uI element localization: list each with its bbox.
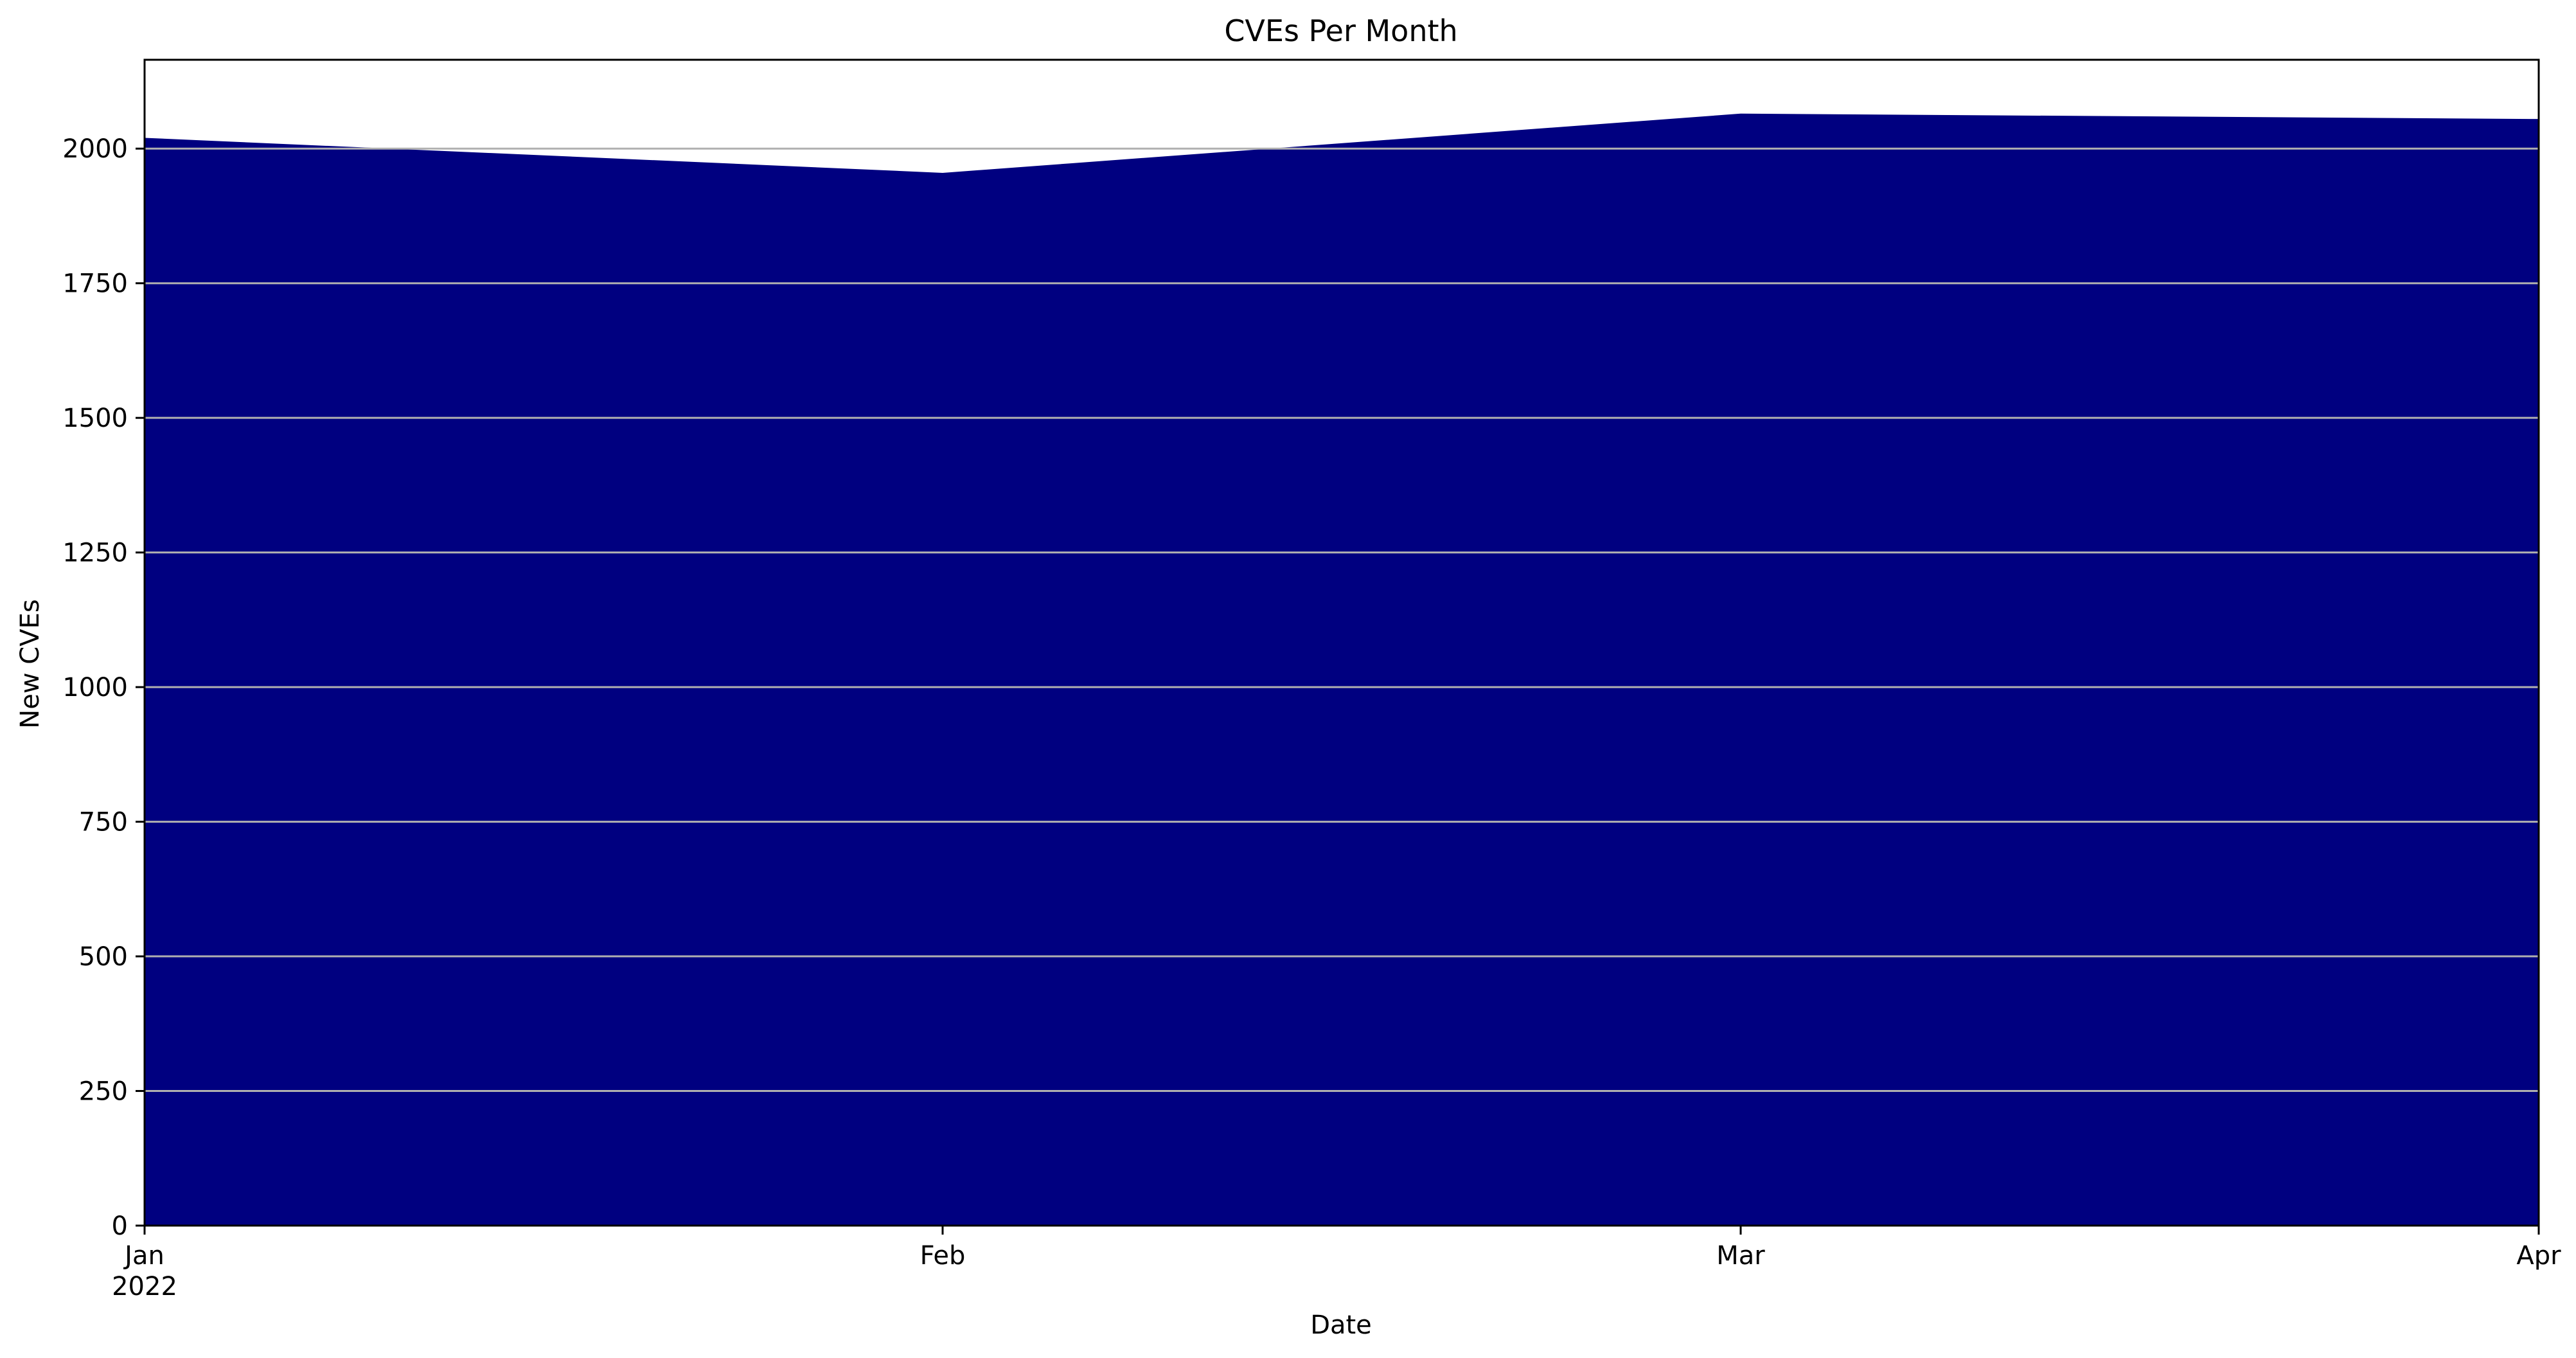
area-series: [145, 113, 2539, 1226]
x-axis-label: Date: [1310, 1310, 1372, 1340]
x-tick-label: Apr: [2516, 1241, 2561, 1271]
plot-area: [143, 58, 2540, 1227]
x-tick-year-label: 2022: [112, 1272, 177, 1301]
y-tick-label: 1500: [62, 404, 128, 433]
y-axis-label: New CVEs: [15, 599, 45, 728]
y-tick-label: 750: [79, 808, 128, 837]
y-tick-label: 250: [79, 1077, 128, 1107]
y-tick-label: 2000: [62, 134, 128, 164]
x-axis: Jan Feb Mar Apr 2022: [112, 1226, 2561, 1301]
y-axis: 0 250 500 750 1000 1250 1500 1750 2000: [62, 134, 145, 1241]
x-tick-label: Mar: [1716, 1241, 1765, 1271]
y-tick-label: 1000: [62, 673, 128, 702]
x-tick-label: Feb: [920, 1241, 966, 1271]
y-tick-label: 0: [112, 1211, 128, 1241]
y-tick-label: 500: [79, 942, 128, 972]
y-tick-label: 1750: [62, 269, 128, 299]
x-tick-label: Jan: [123, 1241, 164, 1271]
chart-title: CVEs Per Month: [1224, 13, 1457, 48]
axes-frame: [143, 58, 2540, 1227]
y-tick-label: 1250: [62, 539, 128, 568]
